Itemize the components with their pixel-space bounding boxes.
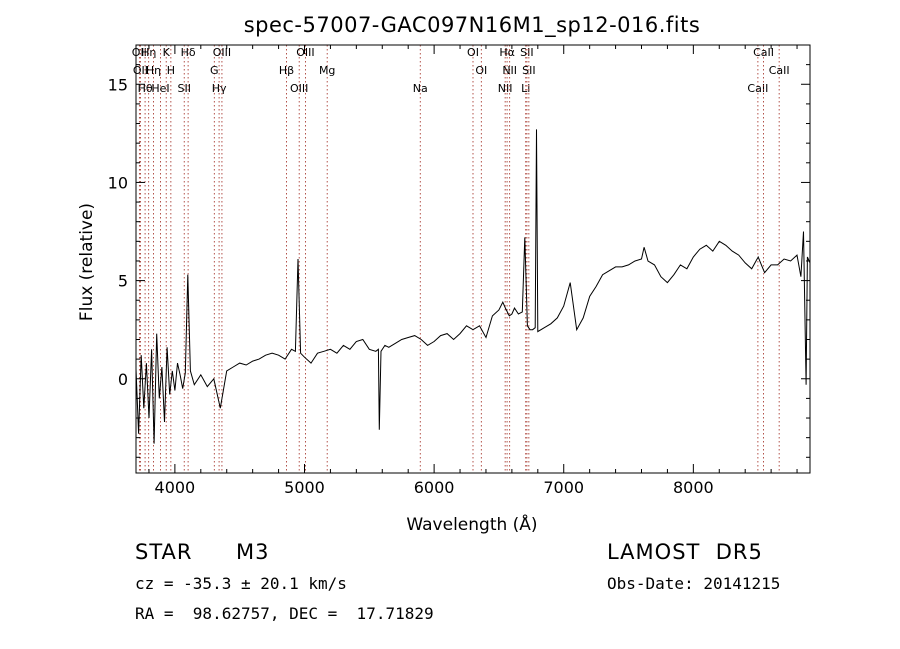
line-id-label: CaII <box>753 46 774 59</box>
line-id-markers: OIIOIIHθHηHηHeIKHSIIHδGHγOIIIHβOIIIOIIIM… <box>132 45 790 473</box>
line-id-label: K <box>163 46 171 59</box>
survey-label: LAMOST DR5 <box>607 540 763 564</box>
line-id-label: Mg <box>319 64 335 77</box>
line-id-label: OII <box>133 64 148 77</box>
object-subclass: M3 <box>236 540 270 564</box>
line-id-label: OIII <box>296 46 314 59</box>
y-axis-label: Flux (relative) <box>77 203 97 321</box>
plot-frame <box>135 44 811 474</box>
line-id-label: SII <box>177 82 190 95</box>
line-id-label: G <box>210 64 219 77</box>
line-id-label: NII <box>498 82 513 95</box>
line-id-label: H <box>167 64 175 77</box>
line-id-label: OI <box>475 64 487 77</box>
line-id-label: NII <box>502 64 517 77</box>
line-id-label: Li <box>521 82 530 95</box>
line-id-label: SII <box>522 64 535 77</box>
x-tick-label: 4000 <box>155 478 196 497</box>
line-id-label: Hγ <box>212 82 227 95</box>
y-tick-label: 15 <box>108 75 128 94</box>
y-tick-label: 0 <box>118 370 128 389</box>
line-id-label: Na <box>413 82 428 95</box>
y-tick-label: 10 <box>108 173 128 192</box>
line-id-label: Hβ <box>279 64 294 77</box>
line-id-label: CaII <box>769 64 790 77</box>
line-id-label: HeI <box>151 82 169 95</box>
redshift-cz: cz = -35.3 ± 20.1 km/s <box>135 574 347 593</box>
chart-title: spec-57007-GAC097N16M1_sp12-016.fits <box>244 13 701 38</box>
x-tick-label: 8000 <box>673 478 714 497</box>
sky-coordinates: RA = 98.62757, DEC = 17.71829 <box>135 604 434 623</box>
observation-date: Obs-Date: 20141215 <box>607 574 781 593</box>
line-id-label: Hδ <box>181 46 196 59</box>
x-tick-label: 6000 <box>414 478 455 497</box>
line-id-label: OIII <box>213 46 231 59</box>
x-tick-label: 7000 <box>543 478 584 497</box>
line-id-label: CaII <box>747 82 768 95</box>
y-tick-label: 5 <box>118 272 128 291</box>
spectrum-line <box>135 129 811 444</box>
line-id-label: OI <box>467 46 479 59</box>
object-class: STAR <box>135 540 193 564</box>
line-id-label: Hη <box>146 64 161 77</box>
line-id-label: SII <box>520 46 533 59</box>
line-id-label: Hα <box>499 46 515 59</box>
line-id-label: OIII <box>290 82 308 95</box>
x-tick-label: 5000 <box>284 478 325 497</box>
line-id-label: Hη <box>141 46 156 59</box>
axis-ticks: 4000 5000 6000 7000 8000 0 5 10 15 <box>108 45 810 497</box>
x-axis-label: Wavelength (Å) <box>406 513 537 535</box>
